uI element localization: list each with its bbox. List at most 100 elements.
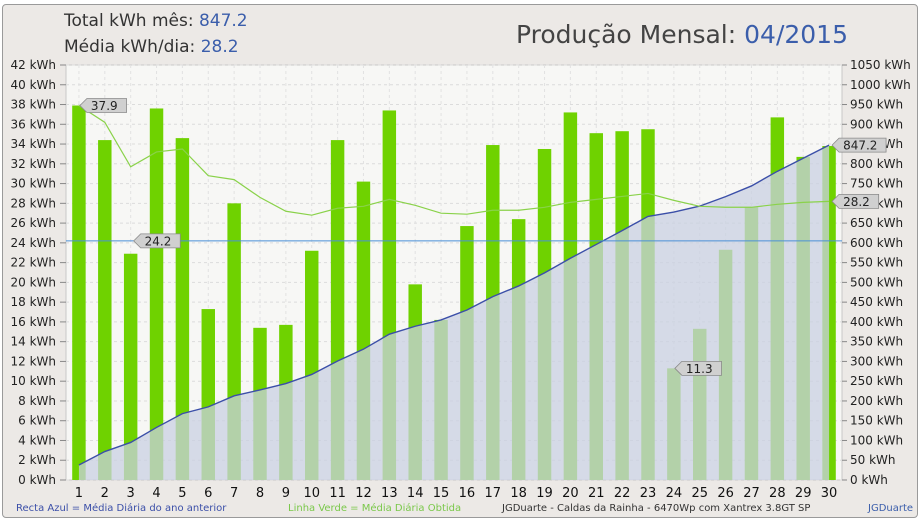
x-tick-label: 13 bbox=[381, 486, 398, 501]
avg-kwh-summary: Média kWh/dia: 28.2 bbox=[64, 37, 239, 57]
x-tick-label: 5 bbox=[178, 486, 186, 501]
max-day-callout-text: 37.9 bbox=[91, 99, 118, 113]
y-left-tick-label: 36 kWh bbox=[10, 117, 56, 131]
y-left-tick-label: 0 kWh bbox=[18, 473, 56, 487]
x-tick-label: 16 bbox=[459, 486, 476, 501]
x-tick-label: 28 bbox=[769, 486, 786, 501]
x-tick-label: 10 bbox=[303, 486, 320, 501]
y-right-tick-label: 800 kWh bbox=[850, 157, 903, 171]
x-tick-label: 19 bbox=[536, 486, 553, 501]
y-right-tick-label: 250 kWh bbox=[850, 374, 903, 388]
month-total-callout-text: 847.2 bbox=[843, 139, 877, 153]
month-avg-callout-box bbox=[831, 193, 880, 209]
y-left-tick-label: 30 kWh bbox=[10, 177, 56, 191]
x-tick-label: 3 bbox=[127, 486, 135, 501]
y-left-tick-label: 10 kWh bbox=[10, 374, 56, 388]
x-tick-label: 17 bbox=[485, 486, 502, 501]
y-right-tick-label: 50 kWh bbox=[850, 453, 896, 467]
x-tick-label: 2 bbox=[101, 486, 109, 501]
month-total-callout-box bbox=[831, 137, 887, 153]
month-avg-callout-text: 28.2 bbox=[843, 195, 870, 209]
y-right-tick-label: 950 kWh bbox=[850, 98, 903, 112]
total-kwh-label: Total kWh mês: bbox=[64, 11, 194, 31]
cumulative-line bbox=[78, 144, 830, 466]
x-tick-label: 4 bbox=[152, 486, 160, 501]
chart-title-label: Produção Mensal: bbox=[515, 20, 737, 49]
y-left-tick-label: 4 kWh bbox=[18, 433, 56, 447]
x-tick-label: 1 bbox=[75, 486, 83, 501]
y-right-tick-label: 200 kWh bbox=[850, 394, 903, 408]
x-tick-label: 9 bbox=[282, 486, 290, 501]
x-tick-label: 7 bbox=[230, 486, 238, 501]
x-tick-label: 30 bbox=[821, 486, 838, 501]
y-right-tick-label: 450 kWh bbox=[850, 295, 903, 309]
y-right-tick-label: 650 kWh bbox=[850, 216, 903, 230]
y-right-tick-label: 300 kWh bbox=[850, 354, 903, 368]
total-kwh-summary: Total kWh mês: 847.2 bbox=[64, 11, 248, 31]
x-tick-label: 15 bbox=[433, 486, 450, 501]
prev-year-avg-callout-text: 24.2 bbox=[145, 234, 172, 248]
author-credit: JGDuarte bbox=[868, 503, 914, 514]
legend-green-line: Linha Verde = Média Diária Obtida bbox=[288, 503, 462, 514]
y-left-tick-label: 14 kWh bbox=[10, 335, 56, 349]
y-right-tick-label: 900 kWh bbox=[850, 117, 903, 131]
x-tick-label: 29 bbox=[795, 486, 812, 501]
y-right-tick-label: 0 kWh bbox=[850, 473, 888, 487]
y-left-tick-label: 26 kWh bbox=[10, 216, 56, 230]
x-tick-label: 18 bbox=[510, 486, 527, 501]
system-info: JGDuarte - Caldas da Rainha - 6470Wp com… bbox=[502, 503, 811, 514]
y-right-tick-label: 600 kWh bbox=[850, 236, 903, 250]
x-tick-label: 14 bbox=[407, 486, 424, 501]
y-right-tick-label: 150 kWh bbox=[850, 414, 903, 428]
y-left-tick-label: 2 kWh bbox=[18, 453, 56, 467]
y-left-tick-label: 32 kWh bbox=[10, 157, 56, 171]
y-left-tick-label: 40 kWh bbox=[10, 78, 56, 92]
y-right-tick-label: 550 kWh bbox=[850, 256, 903, 270]
x-tick-label: 24 bbox=[666, 486, 683, 501]
x-tick-label: 6 bbox=[204, 486, 212, 501]
daily-production-bar bbox=[149, 108, 164, 480]
avg-kwh-value: 28.2 bbox=[200, 37, 239, 57]
y-left-tick-label: 22 kWh bbox=[10, 256, 56, 270]
y-right-tick-label: 100 kWh bbox=[850, 433, 903, 447]
daily-production-bar bbox=[123, 253, 138, 480]
y-left-tick-label: 6 kWh bbox=[18, 414, 56, 428]
max-day-callout-box bbox=[79, 98, 127, 113]
y-left-tick-label: 24 kWh bbox=[10, 236, 56, 250]
x-tick-label: 25 bbox=[691, 486, 708, 501]
y-right-tick-label: 1050 kWh bbox=[850, 58, 911, 72]
x-tick-label: 20 bbox=[562, 486, 579, 501]
y-left-tick-label: 12 kWh bbox=[10, 354, 56, 368]
y-right-tick-label: 750 kWh bbox=[850, 177, 903, 191]
y-left-tick-label: 38 kWh bbox=[10, 98, 56, 112]
running-average-line bbox=[78, 105, 830, 216]
daily-production-bar bbox=[175, 138, 190, 480]
x-tick-label: 22 bbox=[614, 486, 631, 501]
y-right-tick-label: 1000 kWh bbox=[850, 78, 911, 92]
chart-title-period: 04/2015 bbox=[744, 20, 848, 49]
x-tick-label: 26 bbox=[717, 486, 734, 501]
y-left-tick-label: 28 kWh bbox=[10, 196, 56, 210]
y-right-tick-label: 350 kWh bbox=[850, 335, 903, 349]
y-right-tick-label: 500 kWh bbox=[850, 275, 903, 289]
y-right-tick-label: 400 kWh bbox=[850, 315, 903, 329]
y-left-tick-label: 8 kWh bbox=[18, 394, 56, 408]
cumulative-area bbox=[78, 145, 830, 480]
daily-production-bar bbox=[72, 105, 86, 480]
avg-kwh-label: Média kWh/dia: bbox=[64, 37, 196, 57]
min-day-callout-text: 11.3 bbox=[686, 362, 713, 376]
x-tick-label: 27 bbox=[743, 486, 760, 501]
x-tick-label: 8 bbox=[256, 486, 264, 501]
y-left-tick-label: 42 kWh bbox=[10, 58, 56, 72]
daily-production-bar bbox=[98, 140, 112, 480]
y-left-tick-label: 34 kWh bbox=[10, 137, 56, 151]
x-tick-label: 23 bbox=[640, 486, 657, 501]
y-left-tick-label: 16 kWh bbox=[10, 315, 56, 329]
chart-title: Produção Mensal: 04/2015 bbox=[516, 20, 848, 49]
prev-year-avg-callout-box bbox=[133, 233, 181, 249]
y-left-tick-label: 20 kWh bbox=[10, 275, 56, 289]
min-day-callout-box bbox=[674, 360, 722, 376]
y-left-tick-label: 18 kWh bbox=[10, 295, 56, 309]
x-tick-label: 11 bbox=[329, 486, 346, 501]
